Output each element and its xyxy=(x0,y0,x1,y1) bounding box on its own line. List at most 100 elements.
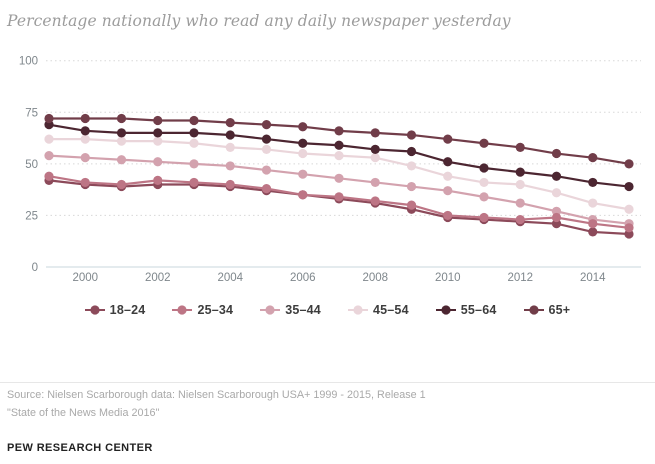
data-point xyxy=(443,134,453,144)
data-point xyxy=(261,184,272,194)
data-point xyxy=(624,181,634,192)
data-point xyxy=(370,177,380,188)
data-point xyxy=(116,136,127,146)
series-18-24 xyxy=(44,175,634,239)
legend-item-55-64: 55–64 xyxy=(435,303,497,317)
data-point xyxy=(261,165,272,175)
y-axis-tick-label: 0 xyxy=(32,262,38,274)
data-point xyxy=(551,148,562,159)
legend-label: 65+ xyxy=(548,303,571,317)
data-point xyxy=(515,167,525,177)
data-point xyxy=(261,134,272,144)
legend-marker-icon xyxy=(435,305,456,315)
data-point xyxy=(515,214,525,225)
data-point xyxy=(515,198,525,208)
data-point xyxy=(225,142,235,152)
x-axis-tick-label: 2004 xyxy=(217,272,243,284)
data-point xyxy=(225,179,235,190)
data-point xyxy=(189,159,199,169)
data-point xyxy=(298,148,308,159)
x-axis-tick-label: 2014 xyxy=(580,272,606,284)
data-point xyxy=(298,169,308,179)
data-point xyxy=(479,163,489,173)
data-point xyxy=(588,219,598,229)
x-axis-tick-label: 2006 xyxy=(290,272,316,284)
data-point xyxy=(479,212,489,223)
chart-legend: 18–24 25–34 35–44 45–54 55–64 65+ xyxy=(0,303,655,317)
data-point xyxy=(116,155,127,165)
pew-research-center-wordmark: PEW RESEARCH CENTER xyxy=(7,442,153,454)
data-point xyxy=(479,192,489,202)
chart-title: Percentage nationally who read any daily… xyxy=(7,12,511,30)
legend-item-65-: 65+ xyxy=(523,303,571,317)
data-point xyxy=(515,142,525,152)
data-point xyxy=(298,138,308,148)
data-point xyxy=(80,113,90,124)
data-point xyxy=(443,157,453,167)
data-point xyxy=(370,144,380,155)
data-point xyxy=(588,177,598,188)
legend-label: 55–64 xyxy=(460,303,497,317)
data-point xyxy=(370,196,380,206)
data-point xyxy=(406,181,417,192)
y-axis-tick-label: 75 xyxy=(25,107,38,119)
data-point xyxy=(624,204,634,214)
data-point xyxy=(189,177,199,188)
data-point xyxy=(334,126,344,136)
data-point xyxy=(80,153,90,163)
data-point xyxy=(443,171,453,181)
data-point xyxy=(153,128,163,138)
y-axis-tick-label: 50 xyxy=(25,159,38,171)
x-axis-tick-label: 2012 xyxy=(507,272,533,284)
data-point xyxy=(153,157,163,167)
data-point xyxy=(80,177,90,188)
data-point xyxy=(225,117,235,128)
data-point xyxy=(588,227,598,237)
x-axis-tick-label: 2008 xyxy=(362,272,388,284)
legend-marker-icon xyxy=(84,305,105,315)
data-point xyxy=(588,198,598,208)
data-point xyxy=(261,120,272,130)
data-point xyxy=(443,186,453,196)
data-point xyxy=(153,115,163,126)
data-point xyxy=(624,159,634,169)
data-point xyxy=(153,175,163,185)
data-point xyxy=(80,126,90,136)
data-point xyxy=(116,113,127,124)
data-point xyxy=(588,153,598,163)
data-point xyxy=(44,113,54,124)
data-point xyxy=(479,177,489,188)
y-axis-tick-label: 25 xyxy=(25,210,38,222)
data-point xyxy=(44,150,54,161)
data-point xyxy=(189,128,199,138)
data-point xyxy=(406,200,417,210)
data-point xyxy=(225,161,235,171)
x-axis-tick-label: 2000 xyxy=(72,272,98,284)
legend-item-35-44: 35–44 xyxy=(260,303,321,317)
data-point xyxy=(225,130,235,140)
data-point xyxy=(515,179,525,190)
legend-label: 18–24 xyxy=(109,303,146,317)
legend-marker-icon xyxy=(260,305,281,315)
series-25-34 xyxy=(44,171,634,233)
legend-marker-icon xyxy=(347,305,368,315)
legend-label: 25–34 xyxy=(197,303,234,317)
data-point xyxy=(370,153,380,163)
series-65- xyxy=(44,113,634,169)
data-point xyxy=(261,144,272,155)
x-axis-tick-label: 2002 xyxy=(145,272,171,284)
data-point xyxy=(624,223,634,233)
report-title: "State of the News Media 2016" xyxy=(7,407,160,419)
data-point xyxy=(551,212,562,223)
data-point xyxy=(189,115,199,126)
data-point xyxy=(44,171,54,181)
data-point xyxy=(370,128,380,138)
source-attribution: Source: Nielsen Scarborough data: Nielse… xyxy=(7,389,426,401)
series-45-54 xyxy=(44,134,634,214)
data-point xyxy=(551,171,562,181)
series-55-64 xyxy=(44,120,634,192)
data-point xyxy=(116,179,127,190)
x-axis-tick-label: 2010 xyxy=(435,272,461,284)
legend-item-45-54: 45–54 xyxy=(347,303,409,317)
